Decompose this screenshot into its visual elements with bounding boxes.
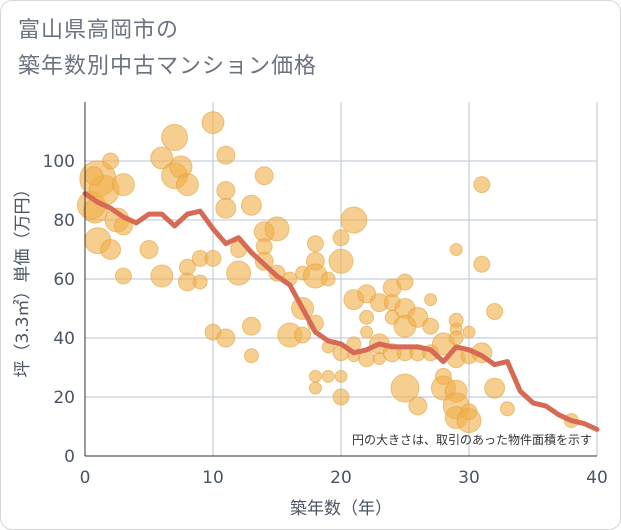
bubble-point (449, 243, 463, 256)
bubble-point (264, 216, 290, 242)
bubble-point (484, 377, 506, 399)
bubble-point (396, 273, 414, 291)
bubble-point (216, 328, 236, 348)
bubble-point (111, 173, 135, 197)
bubble-point (340, 206, 368, 234)
bubble-point (332, 229, 350, 247)
x-axis-label: 築年数（年） (290, 499, 392, 519)
bubble-point (308, 381, 322, 395)
bubble-point (390, 373, 420, 403)
bubble-point (473, 255, 491, 273)
bubble-point (424, 293, 438, 307)
bubble-point (114, 267, 132, 285)
bubble-point (408, 396, 428, 416)
bubble-point (150, 264, 174, 288)
y-tick-label: 20 (53, 388, 75, 408)
bubble-point (486, 302, 504, 320)
x-tick-label: 30 (458, 468, 480, 488)
bubble-point (201, 111, 225, 135)
bubble-point (462, 325, 476, 339)
bubble-point (407, 306, 429, 328)
axes-layer: 0 10 20 30 40 0 20 40 60 80 100 (43, 102, 608, 488)
x-tick-label: 40 (586, 468, 608, 488)
bubble-point (360, 325, 374, 339)
chart-title-line1: 富山県高岡市の (18, 18, 180, 43)
bubble-point (226, 260, 252, 286)
bubble-point (216, 181, 236, 200)
x-tick-label: 0 (80, 468, 91, 488)
bubble-point (243, 348, 259, 364)
bubble-point (320, 271, 336, 287)
bubble-point (334, 369, 348, 383)
bubble-point (321, 369, 335, 383)
bubble-point (139, 240, 159, 259)
y-tick-label: 80 (53, 211, 75, 231)
bubble-point (204, 249, 222, 267)
bubble-point (456, 408, 482, 434)
y-tick-label: 0 (64, 447, 75, 467)
bubble-point (100, 239, 122, 260)
y-tick-label: 60 (53, 270, 75, 290)
y-tick-label: 40 (53, 329, 75, 349)
bubble-point (102, 152, 120, 170)
bubble-point (241, 316, 261, 336)
bubble-point (294, 326, 312, 344)
x-tick-label: 20 (330, 468, 352, 488)
bubble-point (192, 274, 208, 290)
bubble-size-note: 円の大きさは、取引のあった物件面積を示す (352, 432, 592, 447)
bubble-point (332, 388, 350, 406)
bubble-point (448, 330, 464, 346)
bubble-point (308, 369, 322, 383)
bubble-point (306, 235, 324, 253)
bubble-point (473, 176, 491, 194)
bubble-point (254, 166, 274, 186)
chart-title-line2: 築年数別中古マンション価格 (18, 54, 318, 79)
bubble-point (161, 123, 189, 151)
bubble-point (215, 197, 237, 219)
bubble-point (216, 145, 236, 165)
bubble-point (422, 317, 440, 335)
bubble-point (84, 166, 104, 186)
bubble-point (240, 194, 262, 216)
bubble-point (328, 248, 354, 274)
y-tick-label: 100 (43, 152, 75, 172)
bubble-point (175, 173, 199, 197)
average-price-line (82, 190, 600, 432)
y-axis-label: 坪（3.3㎡）単価（万円） (13, 180, 33, 377)
bubble-point (499, 401, 515, 417)
bubble-point (150, 146, 174, 170)
x-tick-label: 10 (202, 468, 224, 488)
bubble-point (359, 309, 375, 325)
bubble-layer (76, 111, 579, 434)
trend-line-layer (82, 190, 600, 432)
